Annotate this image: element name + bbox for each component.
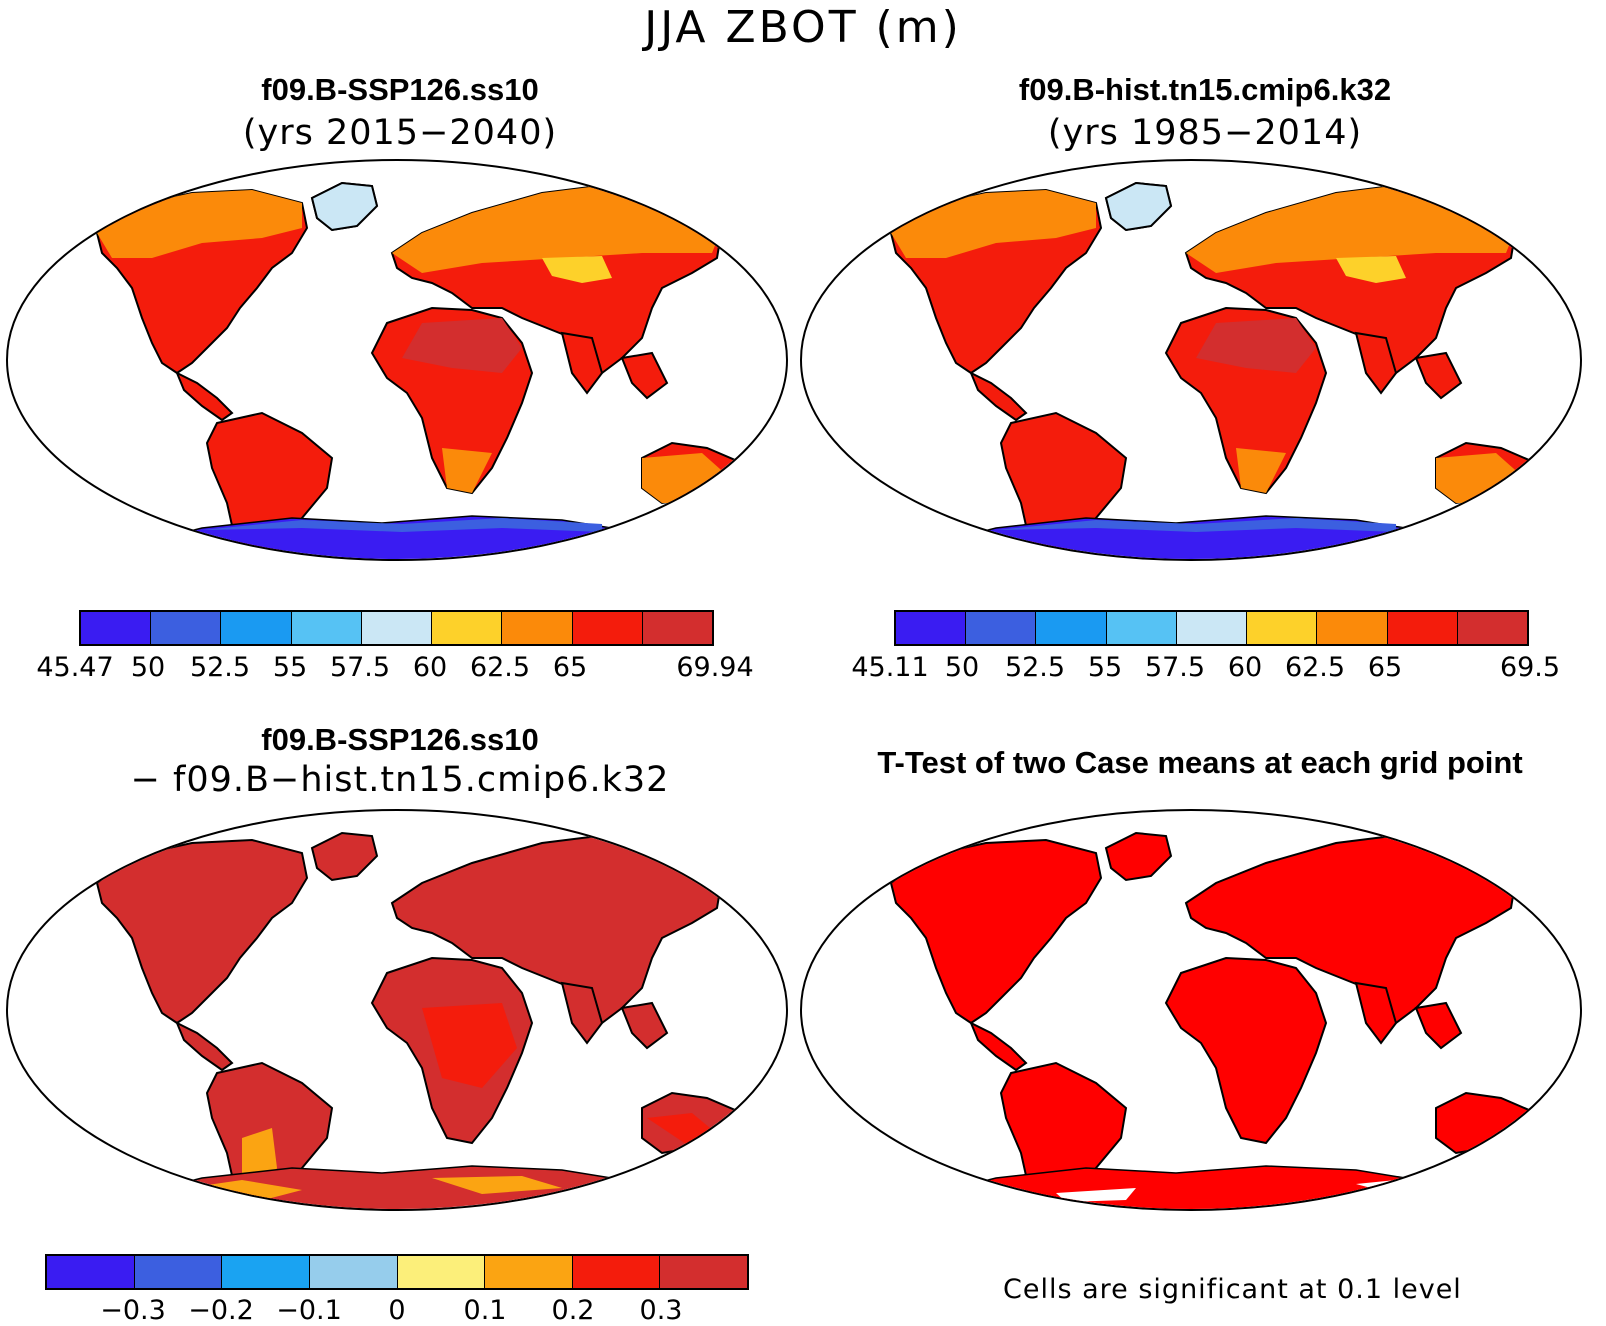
colorbar-swatch xyxy=(660,1256,747,1288)
colorbar-tick-label: 65 xyxy=(1367,652,1403,683)
colorbar-swatch xyxy=(47,1256,135,1288)
panel-title-top-right: f09.B-hist.tn15.cmip6.k32 xyxy=(1018,72,1392,107)
colorbar-tick-label: −0.1 xyxy=(276,1295,342,1326)
colorbar-swatch xyxy=(1176,612,1248,644)
significance-note: Cells are significant at 0.1 level xyxy=(1003,1274,1462,1305)
colorbar-tick-label: 0.3 xyxy=(639,1295,683,1326)
colorbar-tick-label: 50 xyxy=(944,652,980,683)
colorbar-tick-label: −0.2 xyxy=(188,1295,254,1326)
colorbar-tick-label: 0 xyxy=(388,1295,406,1326)
map-top-right xyxy=(800,159,1582,561)
colorbar-swatch xyxy=(572,612,643,644)
colorbar-swatch xyxy=(1387,612,1458,644)
map-top-left xyxy=(6,159,788,561)
colorbar-swatch xyxy=(1247,612,1318,644)
colorbar-tick-label: 57.5 xyxy=(1144,652,1206,683)
colorbar-tick-label: 55 xyxy=(272,652,308,683)
colorbar-swatch xyxy=(81,612,152,644)
colorbar-tick-label: −0.3 xyxy=(100,1295,166,1326)
colorbar-swatch xyxy=(432,612,503,644)
colorbar-tick-label: 60 xyxy=(412,652,448,683)
panel-subtitle-top-left: (yrs 2015−2040) xyxy=(242,113,558,153)
colorbar-tick-label: 50 xyxy=(130,652,166,683)
colorbar-swatch xyxy=(966,612,1037,644)
colorbar-swatch xyxy=(134,1256,223,1288)
figure-title: JJA ZBOT (m) xyxy=(644,2,962,53)
map-bottom-left xyxy=(6,809,788,1211)
colorbar-swatch xyxy=(291,612,362,644)
map-bottom-right xyxy=(800,809,1582,1211)
colorbar-tick-label: 0.1 xyxy=(463,1295,507,1326)
colorbar-swatch xyxy=(397,1256,486,1288)
colorbar-tick-label: 52.5 xyxy=(189,652,251,683)
colorbar-swatch xyxy=(1457,612,1527,644)
colorbar-tick-label: 52.5 xyxy=(1004,652,1066,683)
colorbar-tick-label: 45.11 xyxy=(851,652,929,683)
colorbar-swatch xyxy=(222,1256,310,1288)
colorbar-swatch xyxy=(1036,612,1107,644)
colorbar-swatch xyxy=(151,612,222,644)
colorbar-swatch xyxy=(309,1256,398,1288)
panel-subtitle-bottom-left: − f09.B−hist.tn15.cmip6.k32 xyxy=(130,760,670,800)
colorbar-swatch xyxy=(221,612,292,644)
colorbar-swatch xyxy=(1317,612,1388,644)
colorbar-bottom-left xyxy=(45,1254,749,1290)
colorbar-swatch xyxy=(502,612,573,644)
colorbar-top-left xyxy=(79,610,714,646)
colorbar-tick-label: 60 xyxy=(1227,652,1263,683)
colorbar-tick-label: 57.5 xyxy=(329,652,391,683)
panel-title-bottom-left: f09.B-SSP126.ss10 xyxy=(261,722,539,757)
panel-title-bottom-right: T-Test of two Case means at each grid po… xyxy=(877,745,1523,780)
colorbar-tick-label: 69.94 xyxy=(676,652,754,683)
panel-subtitle-top-right: (yrs 1985−2014) xyxy=(1047,113,1363,153)
colorbar-tick-label: 62.5 xyxy=(469,652,531,683)
panel-title-top-left: f09.B-SSP126.ss10 xyxy=(261,72,539,107)
colorbar-tick-label: 45.47 xyxy=(36,652,114,683)
colorbar-tick-label: 0.2 xyxy=(551,1295,595,1326)
colorbar-swatch xyxy=(642,612,712,644)
colorbar-tick-label: 55 xyxy=(1087,652,1123,683)
colorbar-swatch xyxy=(1106,612,1177,644)
colorbar-swatch xyxy=(361,612,433,644)
colorbar-swatch xyxy=(485,1256,573,1288)
colorbar-tick-label: 62.5 xyxy=(1284,652,1346,683)
colorbar-tick-label: 65 xyxy=(552,652,588,683)
colorbar-top-right xyxy=(894,610,1529,646)
colorbar-swatch xyxy=(896,612,967,644)
colorbar-swatch xyxy=(572,1256,661,1288)
colorbar-tick-label: 69.5 xyxy=(1499,652,1561,683)
